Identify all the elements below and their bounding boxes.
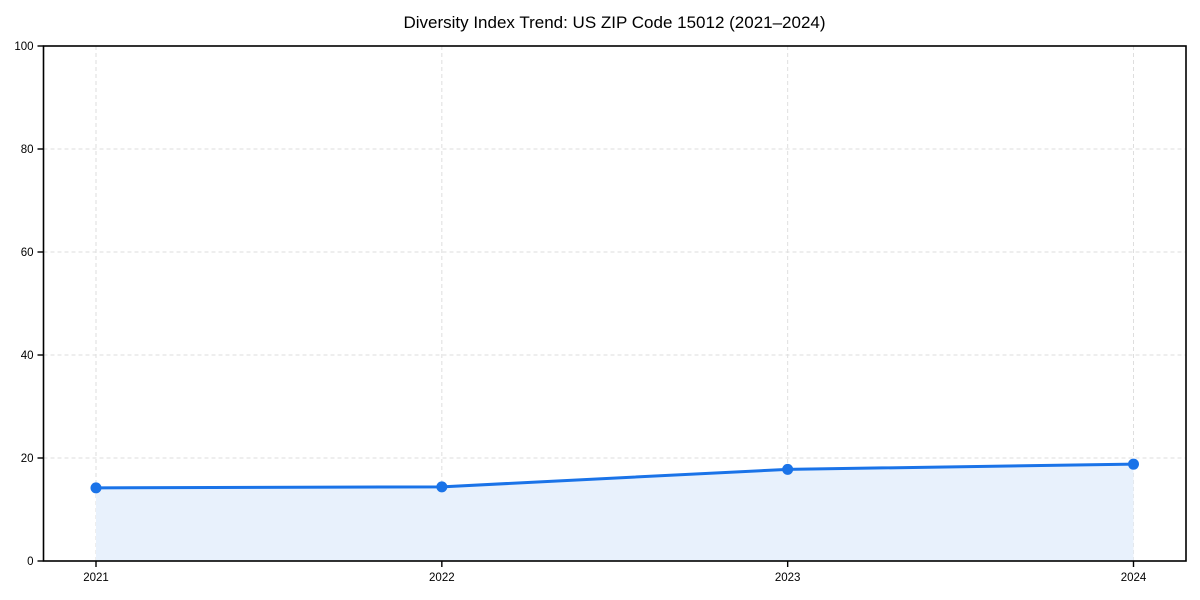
y-tick-label: 0 bbox=[27, 556, 33, 568]
data-point-2021 bbox=[90, 482, 102, 494]
y-tick-label: 40 bbox=[21, 350, 34, 362]
y-tick-label: 20 bbox=[21, 453, 34, 465]
y-tick-label: 100 bbox=[14, 41, 33, 53]
x-tick-label: 2022 bbox=[429, 572, 455, 584]
y-tick-label: 60 bbox=[21, 247, 34, 259]
x-tick-label: 2023 bbox=[775, 572, 801, 584]
chart-title: Diversity Index Trend: US ZIP Code 15012… bbox=[403, 13, 826, 32]
x-tick-label: 2024 bbox=[1121, 572, 1147, 584]
plot-border bbox=[42, 45, 1187, 562]
trend-line bbox=[94, 462, 1135, 490]
data-point-2024 bbox=[1128, 458, 1139, 470]
data-point-2023 bbox=[782, 463, 794, 475]
y-tick-label: 80 bbox=[21, 144, 34, 156]
x-tick-label: 2021 bbox=[83, 572, 109, 584]
data-point-2022 bbox=[436, 481, 448, 493]
